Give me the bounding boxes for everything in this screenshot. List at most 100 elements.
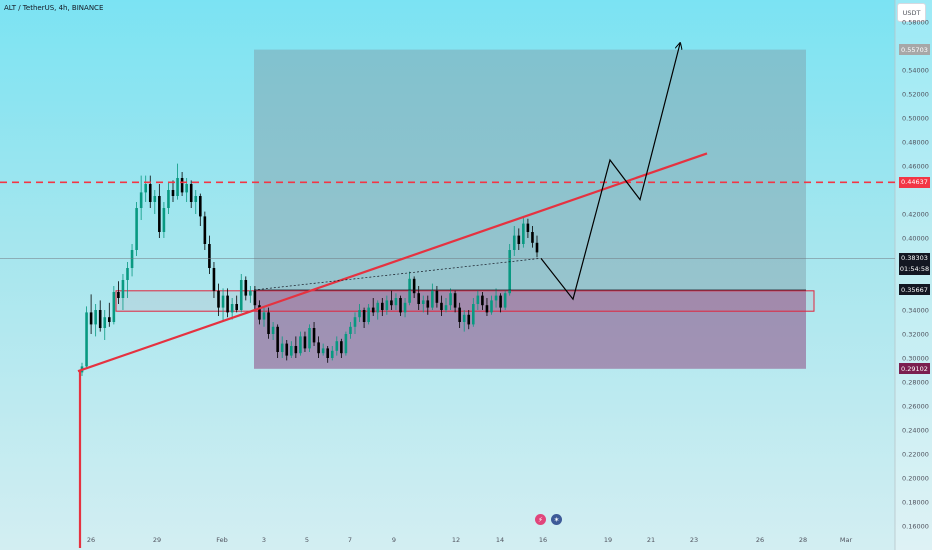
- x-tick-label: 5: [305, 536, 309, 544]
- candle-body: [258, 305, 261, 320]
- candle-body: [139, 192, 143, 208]
- y-tick-label: 0.52000: [902, 91, 929, 99]
- candle-body: [312, 328, 316, 343]
- candle-body: [244, 280, 248, 296]
- candle-body: [517, 235, 521, 244]
- candle-body: [239, 280, 243, 310]
- x-tick-label: 21: [647, 536, 655, 544]
- candle-body: [321, 348, 325, 354]
- candle-body: [148, 184, 152, 202]
- y-tick-label: 0.42000: [902, 211, 929, 219]
- candle-body: [403, 302, 407, 313]
- candle-body: [185, 184, 188, 193]
- candle-body: [535, 242, 539, 253]
- entry-price-tag: 0.35667: [899, 284, 930, 296]
- candle-body: [103, 317, 107, 328]
- candle-body: [503, 293, 507, 308]
- candle-body: [253, 290, 257, 306]
- candle-body: [381, 302, 384, 310]
- y-tick-label: 0.40000: [902, 235, 929, 243]
- candle-body: [176, 178, 179, 196]
- candle-body: [290, 346, 293, 356]
- candle-body: [189, 184, 193, 202]
- y-tick-label: 0.26000: [902, 403, 929, 411]
- x-tick-label: Feb: [216, 536, 228, 544]
- x-tick-label: 16: [539, 536, 547, 544]
- candle-body: [285, 343, 289, 356]
- candle-body: [98, 310, 102, 328]
- candle-body: [230, 304, 234, 313]
- candle-body: [435, 290, 439, 303]
- support-zone: [115, 290, 815, 312]
- candle-body: [472, 304, 475, 325]
- candle-body: [512, 235, 516, 250]
- candle-body: [171, 190, 175, 196]
- candle-body: [335, 341, 339, 351]
- candle-body: [299, 336, 302, 354]
- candle-body: [508, 250, 511, 294]
- candle-body: [117, 292, 120, 298]
- candle-body: [394, 298, 398, 306]
- x-tick-label: 14: [496, 536, 504, 544]
- symbol-title: ALT / TetherUS, 4h, BINANCE: [4, 4, 104, 12]
- candle-body: [390, 300, 393, 306]
- x-tick-label: 19: [604, 536, 612, 544]
- resistance-price-tag: 0.44637: [899, 176, 930, 188]
- bottom-price-tag: 0.29102: [899, 363, 930, 375]
- candle-body: [349, 326, 352, 334]
- candle-body: [280, 343, 284, 352]
- candle-body: [485, 305, 489, 313]
- candle-body: [153, 196, 157, 202]
- candle-body: [412, 278, 416, 294]
- us-flag-icon[interactable]: ✶: [551, 514, 562, 525]
- y-tick-label: 0.58000: [902, 19, 929, 27]
- y-tick-label: 0.54000: [902, 67, 929, 75]
- candle-body: [162, 208, 166, 232]
- y-tick-label: 0.18000: [902, 499, 929, 507]
- candle-body: [467, 314, 471, 325]
- y-tick-label: 0.30000: [902, 355, 929, 363]
- x-tick-label: 26: [87, 536, 95, 544]
- candle-body: [417, 293, 420, 304]
- x-tick-label: 28: [799, 536, 807, 544]
- x-tick-label: 23: [690, 536, 698, 544]
- candle-body: [440, 302, 443, 310]
- countdown-timer: 01:54:58: [899, 263, 930, 275]
- earnings-icon[interactable]: ⚡: [535, 514, 546, 525]
- y-tick-label: 0.24000: [902, 427, 929, 435]
- x-tick-label: 26: [756, 536, 764, 544]
- candle-body: [421, 300, 425, 304]
- candle-body: [426, 300, 430, 308]
- current-price-tag: 0.38303: [899, 252, 930, 264]
- y-tick-label: 0.50000: [902, 115, 929, 123]
- candle-body: [522, 223, 525, 244]
- candle-body: [276, 326, 279, 352]
- candle-body: [358, 310, 361, 318]
- candle-body: [194, 196, 198, 202]
- candle-body: [135, 208, 138, 250]
- currency-button[interactable]: USDT: [897, 3, 926, 22]
- candle-body: [399, 298, 402, 313]
- y-tick-label: 0.48000: [902, 139, 929, 147]
- candle-body: [249, 290, 252, 296]
- y-tick-label: 0.34000: [902, 307, 929, 315]
- candle-body: [431, 290, 434, 308]
- candle-body: [294, 346, 298, 354]
- candle-body: [481, 295, 484, 306]
- x-tick-label: 29: [153, 536, 161, 544]
- candle-body: [362, 310, 366, 322]
- candle-body: [376, 302, 380, 313]
- candle-body: [526, 223, 530, 232]
- candle-body: [531, 232, 534, 243]
- candle-body: [499, 295, 502, 308]
- candle-body: [490, 300, 493, 313]
- candle-body: [94, 310, 97, 325]
- forecast-path: [540, 44, 680, 301]
- candle-body: [408, 278, 411, 303]
- candle-body: [267, 312, 270, 334]
- x-tick-label: 3: [262, 536, 266, 544]
- y-tick-label: 0.46000: [902, 163, 929, 171]
- candle-body: [212, 268, 216, 291]
